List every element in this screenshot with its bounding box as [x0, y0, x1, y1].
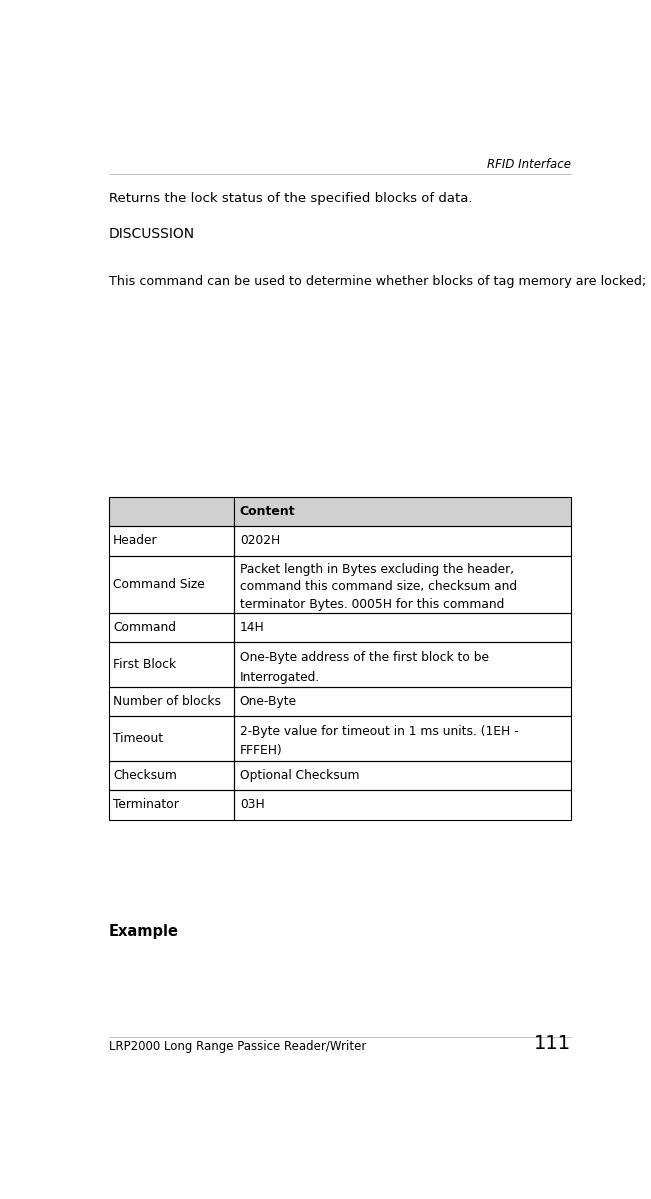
Bar	[234, 760, 571, 790]
Bar	[234, 555, 571, 613]
Bar	[234, 643, 571, 687]
Bar	[109, 643, 234, 687]
Bar	[109, 496, 234, 526]
Bar	[109, 790, 234, 820]
Text: 14H: 14H	[240, 621, 264, 634]
Bar	[109, 555, 234, 613]
Text: Command Size: Command Size	[113, 578, 205, 591]
Bar	[234, 496, 571, 526]
Text: RFID Interface: RFID Interface	[487, 158, 571, 170]
Text: Number of blocks: Number of blocks	[113, 695, 221, 709]
Text: Example: Example	[109, 924, 179, 939]
Text: LRP2000 Long Range Passice Reader/Writer: LRP2000 Long Range Passice Reader/Writer	[109, 1041, 367, 1053]
Bar	[234, 496, 571, 526]
Bar	[234, 687, 571, 716]
Text: 111: 111	[534, 1035, 571, 1053]
Text: First Block: First Block	[113, 658, 176, 671]
Text: Interrogated.: Interrogated.	[240, 670, 320, 683]
Bar	[234, 790, 571, 820]
Bar	[109, 496, 234, 526]
Text: 03H: 03H	[240, 799, 264, 812]
Bar	[109, 760, 234, 790]
Text: Timeout: Timeout	[113, 731, 163, 745]
Text: One-Byte: One-Byte	[240, 695, 297, 709]
Text: 2-Byte value for timeout in 1 ms units. (1EH -: 2-Byte value for timeout in 1 ms units. …	[240, 725, 518, 739]
Text: Content: Content	[240, 505, 296, 518]
Text: Terminator: Terminator	[113, 799, 179, 812]
Text: Returns the lock status of the specified blocks of data.: Returns the lock status of the specified…	[109, 192, 473, 205]
Text: Header: Header	[113, 535, 158, 548]
Bar	[109, 716, 234, 760]
Text: Checksum: Checksum	[113, 769, 177, 782]
Text: terminator Bytes. 0005H for this command: terminator Bytes. 0005H for this command	[240, 598, 504, 610]
Bar	[234, 716, 571, 760]
Text: Packet length in Bytes excluding the header,: Packet length in Bytes excluding the hea…	[240, 564, 514, 576]
Text: 0202H: 0202H	[240, 535, 280, 548]
Bar	[234, 613, 571, 643]
Text: FFFEH): FFFEH)	[240, 745, 283, 758]
Bar	[234, 526, 571, 555]
Bar	[109, 613, 234, 643]
Text: One-Byte address of the first block to be: One-Byte address of the first block to b…	[240, 651, 489, 664]
Text: Optional Checksum: Optional Checksum	[240, 769, 359, 782]
Bar	[109, 687, 234, 716]
Bar	[109, 526, 234, 555]
Text: Command: Command	[113, 621, 176, 634]
Text: DISCUSSION: DISCUSSION	[109, 227, 195, 241]
Text: This command can be used to determine whether blocks of tag memory are locked; m: This command can be used to determine wh…	[109, 275, 651, 288]
Text: command this command size, checksum and: command this command size, checksum and	[240, 580, 517, 594]
